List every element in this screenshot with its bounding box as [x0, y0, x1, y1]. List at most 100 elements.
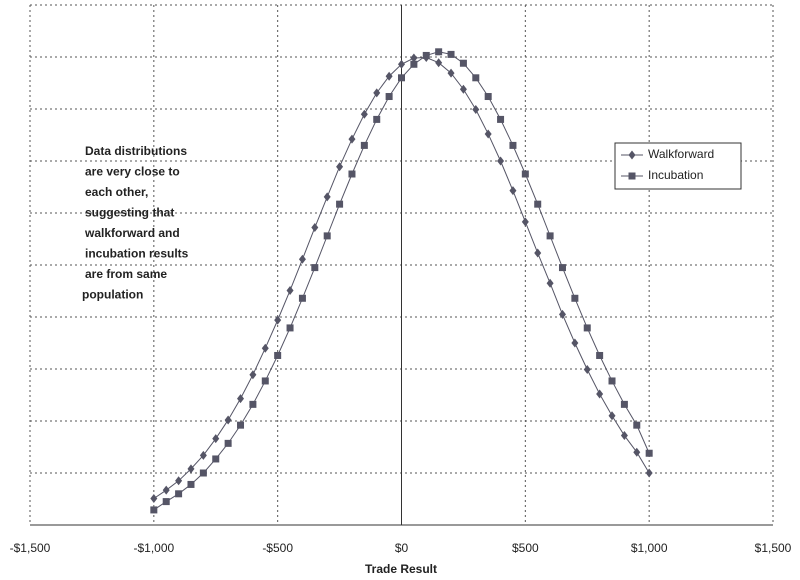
point	[212, 455, 220, 463]
point	[224, 439, 232, 447]
point	[398, 59, 405, 69]
annotation-line: incubation results	[85, 247, 189, 261]
point	[348, 134, 356, 144]
point	[274, 315, 282, 325]
point	[521, 170, 529, 178]
point	[385, 93, 393, 101]
point	[546, 278, 554, 288]
point	[336, 162, 344, 172]
point	[497, 115, 505, 123]
annotation-line: each other,	[85, 185, 148, 199]
point	[249, 400, 257, 408]
point	[373, 88, 381, 98]
point	[410, 53, 418, 63]
point	[311, 223, 319, 233]
point	[571, 294, 579, 302]
x-tick-label: $500	[512, 541, 539, 555]
point	[571, 338, 579, 348]
point	[237, 421, 245, 429]
point	[447, 68, 455, 78]
legend-label: Incubation	[648, 168, 703, 182]
annotation-line: are from same	[85, 267, 167, 281]
point	[360, 109, 368, 119]
point	[509, 186, 517, 196]
point	[410, 60, 418, 68]
point	[398, 74, 405, 82]
point	[298, 254, 306, 264]
point	[608, 377, 616, 385]
point	[237, 394, 245, 404]
point	[459, 59, 467, 67]
legend-label: Walkforward	[648, 147, 714, 161]
point	[286, 285, 294, 295]
x-tick-label: $0	[395, 541, 409, 555]
point	[596, 389, 604, 399]
point	[360, 141, 368, 149]
point	[509, 141, 517, 149]
point	[261, 343, 269, 353]
point	[199, 469, 207, 477]
x-axis-title: Trade Result	[365, 562, 437, 576]
point	[224, 415, 232, 425]
point	[628, 150, 636, 160]
x-tick-label: -$1,000	[133, 541, 174, 555]
point	[628, 172, 636, 180]
point	[298, 294, 306, 302]
point	[583, 365, 591, 375]
point	[175, 476, 183, 486]
point	[472, 74, 480, 82]
point	[348, 170, 356, 178]
point	[447, 50, 455, 58]
point	[212, 434, 220, 444]
point	[596, 351, 604, 359]
annotation-line: suggesting that	[85, 206, 174, 220]
x-tick-label: $1,500	[755, 541, 792, 555]
point	[497, 156, 505, 166]
point	[187, 464, 195, 474]
x-tick-label: -$500	[262, 541, 293, 555]
point	[521, 217, 529, 227]
point	[385, 71, 393, 81]
point	[645, 468, 653, 478]
point	[620, 431, 628, 441]
point	[150, 506, 158, 514]
point	[472, 105, 480, 115]
x-tick-label: $1,000	[631, 541, 668, 555]
point	[150, 493, 158, 503]
point	[620, 400, 628, 408]
point	[274, 351, 282, 359]
point	[286, 324, 294, 332]
point	[422, 51, 430, 59]
annotation-line: population	[82, 288, 143, 302]
point	[175, 490, 183, 498]
point	[435, 48, 443, 56]
point	[373, 115, 381, 123]
x-tick-label: -$1,500	[10, 541, 51, 555]
annotation-line: Data distributions	[85, 144, 187, 158]
point	[187, 480, 195, 488]
point	[484, 93, 492, 101]
legend-box	[614, 142, 742, 190]
point	[583, 324, 591, 332]
point	[459, 84, 467, 94]
annotation-line: walkforward and	[84, 226, 180, 240]
point	[633, 421, 641, 429]
point	[534, 248, 542, 258]
point	[162, 498, 170, 506]
point	[261, 377, 269, 385]
annotation: Data distributions are very close to each …	[82, 144, 189, 302]
point	[484, 129, 492, 139]
point	[435, 58, 443, 68]
point	[558, 309, 566, 319]
point	[336, 200, 344, 208]
point	[546, 232, 554, 240]
annotation-line: are very close to	[85, 165, 180, 179]
point	[608, 411, 616, 421]
point	[558, 264, 566, 272]
point	[323, 232, 331, 240]
point	[311, 264, 319, 272]
point	[633, 447, 641, 457]
point	[199, 450, 207, 460]
point	[162, 485, 170, 495]
